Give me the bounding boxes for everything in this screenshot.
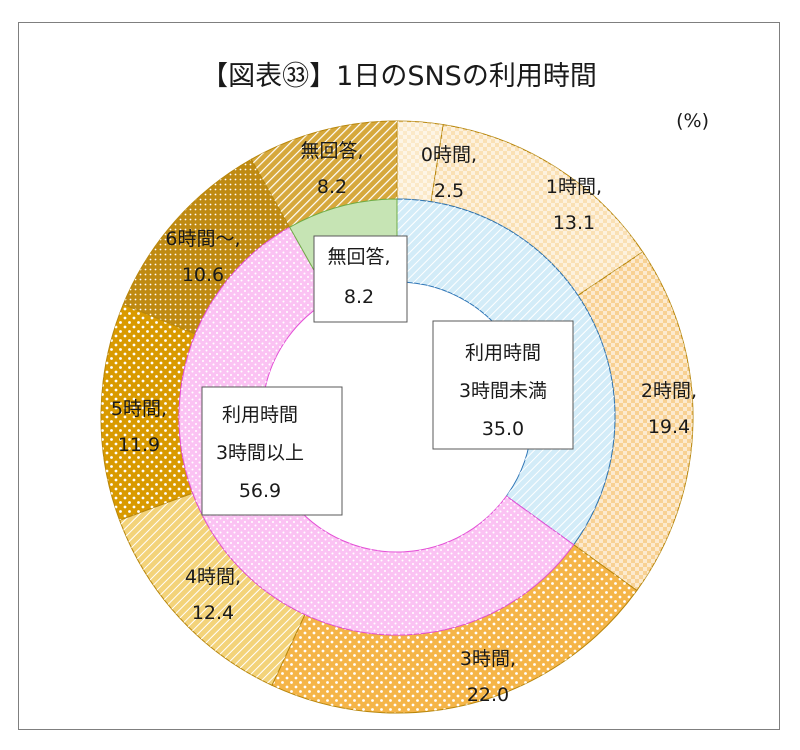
outer-ring-label-line-1-0: 1時間,: [546, 176, 602, 198]
outer-ring-label-line-7-1: 8.2: [317, 176, 347, 198]
outer-ring-label-4: 4時間, 12.4: [185, 566, 241, 624]
outer-ring-slice-pattern-0: [397, 121, 444, 202]
outer-ring-label-line-0-0: 0時間,: [421, 144, 477, 166]
outer-ring-label-3: 3時間, 22.0: [460, 648, 516, 706]
outer-ring-slice-pattern-7: [251, 121, 397, 228]
outer-ring-label-5: 5時間, 11.9: [111, 398, 167, 456]
outer-ring-label-line-5-1: 11.9: [118, 434, 160, 456]
inner-ring-label-line-2-0: 無回答,: [327, 246, 390, 268]
inner-ring-label-box-2: [313, 235, 408, 323]
outer-ring-label-line-2-1: 19.4: [648, 416, 690, 438]
inner-ring-label-line-0-0: 利用時間: [465, 342, 541, 364]
inner-ring-label-line-1-0: 利用時間: [222, 404, 298, 426]
inner-ring-label-box-1: [201, 386, 343, 516]
outer-ring-slice-pattern-6: [123, 159, 290, 334]
outer-ring: [100, 120, 694, 714]
outer-ring-label-line-2-0: 2時間,: [641, 380, 697, 402]
inner-ring-label-line-0-1: 3時間未満: [459, 380, 547, 402]
inner-ring-slice-pattern-1: [178, 227, 574, 635]
outer-ring-label-0: 0時間, 2.5: [421, 144, 477, 202]
outer-ring-label-line-0-1: 2.5: [434, 180, 464, 202]
inner-ring-label-2: 無回答, 8.2: [313, 235, 408, 323]
inner-ring-label-box-0: [432, 320, 574, 450]
outer-ring-slice-pattern-2: [573, 251, 694, 591]
inner-ring-label-line-1-1: 3時間以上: [216, 442, 304, 464]
inner-ring: [178, 198, 616, 636]
inner-ring-label-line-0-2: 35.0: [482, 418, 524, 440]
inner-ring-label-1: 利用時間 3時間以上 56.9: [201, 386, 343, 516]
outer-ring-label-line-5-0: 5時間,: [111, 398, 167, 420]
inner-ring-slice-pattern-0: [397, 199, 615, 545]
outer-ring-label-1: 1時間, 13.1: [546, 176, 602, 234]
chart-frame: 【図表㉝】1日のSNSの利用時間 (%) 0時間, 2.5 1時間, 13.1 2時間,…: [18, 22, 780, 730]
unit-label: (%): [676, 110, 709, 132]
inner-ring-label-line-2-1: 8.2: [344, 286, 374, 308]
chart-title: 【図表㉝】1日のSNSの利用時間: [201, 61, 597, 92]
data-labels: 0時間, 2.5 1時間, 13.1 2時間, 19.4 3時間, 22.0 4時間, 12.4 5…: [111, 140, 697, 706]
outer-ring-label-2: 2時間, 19.4: [641, 380, 697, 438]
inner-ring-label-0: 利用時間 3時間未満 35.0: [432, 320, 574, 450]
outer-ring-label-line-7-0: 無回答,: [300, 140, 363, 162]
outer-ring-slice-pattern-4: [119, 493, 305, 686]
outer-ring-slice-pattern-3: [271, 544, 637, 713]
outer-ring-label-line-6-0: 6時間～,: [165, 228, 240, 250]
double-donut-chart: 【図表㉝】1日のSNSの利用時間 (%) 0時間, 2.5 1時間, 13.1 2時間,…: [100, 61, 709, 714]
outer-ring-label-line-3-0: 3時間,: [460, 648, 516, 670]
outer-ring-label-7: 無回答, 8.2: [300, 140, 363, 198]
outer-ring-slice-pattern-5: [100, 304, 196, 521]
outer-ring-slice-pattern-1: [431, 124, 643, 296]
outer-ring-label-line-4-1: 12.4: [192, 602, 234, 624]
outer-ring-label-6: 6時間～, 10.6: [165, 228, 240, 286]
outer-ring-label-line-1-1: 13.1: [553, 212, 595, 234]
outer-ring-label-line-6-1: 10.6: [182, 264, 224, 286]
outer-ring-label-line-4-0: 4時間,: [185, 566, 241, 588]
inner-ring-label-line-1-2: 56.9: [239, 480, 281, 502]
outer-ring-label-line-3-1: 22.0: [467, 684, 509, 706]
